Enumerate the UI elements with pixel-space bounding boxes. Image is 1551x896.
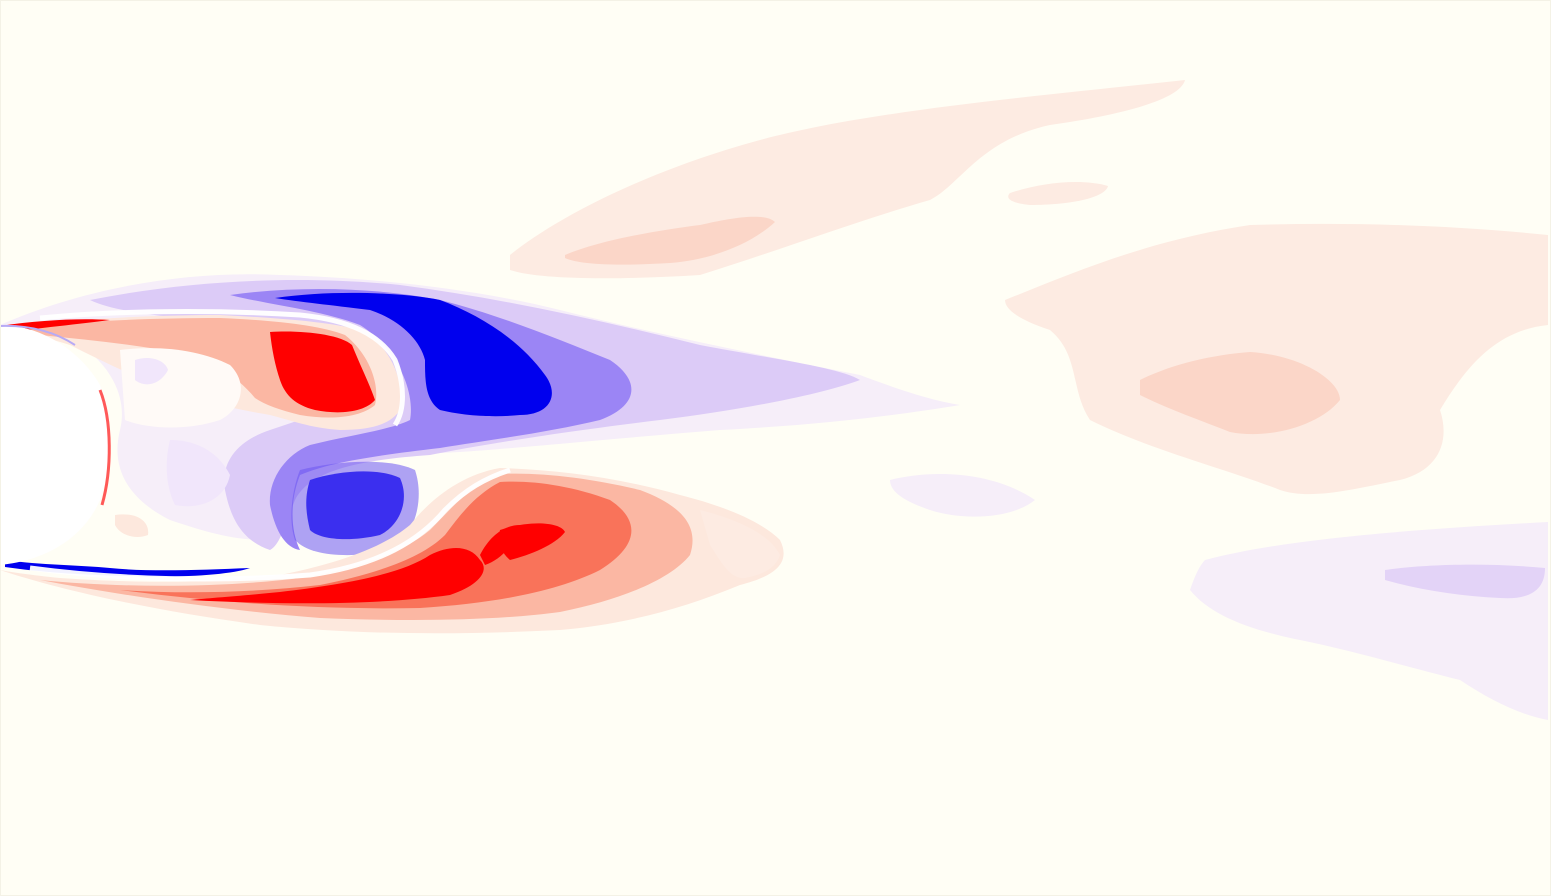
far-wake-patch-right-core [1140,352,1340,435]
far-wake-patch-upper-core [565,216,775,265]
inner-wake [115,348,241,537]
far-wake-patch-mid-neg [890,474,1035,517]
far-wake-patches [510,80,1548,720]
positive-vortex-upper [270,331,375,413]
cylinder-body [0,324,111,565]
shear-highlights [29,309,511,582]
far-wake-patch-small [1008,182,1108,205]
negative-vortex-upper [275,292,552,417]
positive-vortex-lower [190,548,484,604]
far-wake-patch-lower-neg-core [1385,564,1545,599]
far-positive-lobe [700,510,780,579]
